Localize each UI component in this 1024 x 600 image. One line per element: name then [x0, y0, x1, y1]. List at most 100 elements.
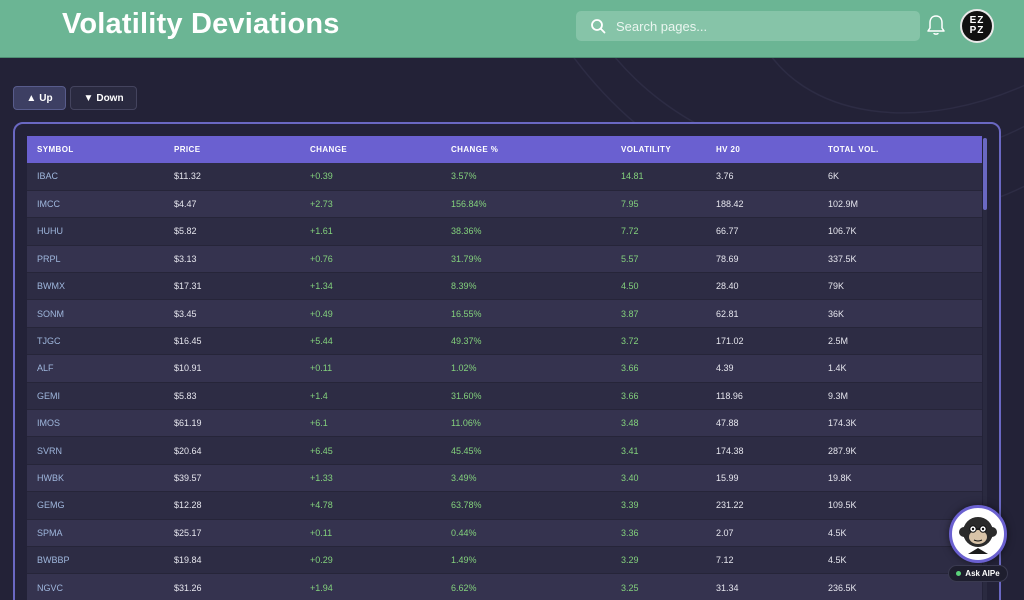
cell-symbol[interactable]: BWBBP: [27, 546, 164, 575]
column-header-total-vol[interactable]: TOTAL VOL.: [828, 145, 879, 154]
cell-symbol[interactable]: BWMX: [27, 272, 164, 301]
table-row[interactable]: HWBK $39.57 +1.33 3.49% 3.40 15.99 19.8K: [27, 464, 982, 493]
table-row[interactable]: BWMX $17.31 +1.34 8.39% 4.50 28.40 79K: [27, 272, 982, 301]
sort-down-label: Down: [96, 92, 124, 104]
cell-symbol[interactable]: HWBK: [27, 464, 164, 493]
cell-symbol[interactable]: ALF: [27, 354, 164, 383]
column-header-symbol[interactable]: SYMBOL: [37, 145, 74, 154]
table-row[interactable]: NGVC $31.26 +1.94 6.62% 3.25 31.34 236.5K: [27, 573, 982, 600]
ai-assistant-avatar[interactable]: [949, 505, 1007, 563]
cell-symbol[interactable]: PRPL: [27, 245, 164, 274]
table-row[interactable]: BWBBP $19.84 +0.29 1.49% 3.29 7.12 4.5K: [27, 546, 982, 575]
cell-change: +0.29: [300, 546, 441, 575]
volatility-table: SYMBOL PRICE CHANGE CHANGE % VOLATILITY …: [27, 136, 982, 600]
cell-total-vol: 287.9K: [818, 436, 982, 465]
cell-change-pct: 8.39%: [441, 272, 611, 301]
table-row[interactable]: SONM $3.45 +0.49 16.55% 3.87 62.81 36K: [27, 299, 982, 328]
table-row[interactable]: IBAC $11.32 +0.39 3.57% 14.81 3.76 6K: [27, 163, 982, 191]
cell-price: $12.28: [164, 491, 300, 520]
cell-change: +1.33: [300, 464, 441, 493]
sort-up-button[interactable]: ▲ Up: [13, 86, 66, 110]
cell-change-pct: 45.45%: [441, 436, 611, 465]
cell-change: +4.78: [300, 491, 441, 520]
cell-total-vol: 19.8K: [818, 464, 982, 493]
cell-change-pct: 63.78%: [441, 491, 611, 520]
table-row[interactable]: PRPL $3.13 +0.76 31.79% 5.57 78.69 337.5K: [27, 245, 982, 274]
cell-symbol[interactable]: IBAC: [27, 163, 164, 191]
avatar[interactable]: EZ PZ: [960, 9, 994, 43]
cell-volatility: 3.39: [611, 491, 706, 520]
cell-change: +0.49: [300, 299, 441, 328]
cell-change-pct: 0.44%: [441, 519, 611, 547]
cell-symbol[interactable]: IMCC: [27, 190, 164, 219]
cell-total-vol: 337.5K: [818, 245, 982, 274]
table-row[interactable]: GEMI $5.83 +1.4 31.60% 3.66 118.96 9.3M: [27, 382, 982, 411]
cell-volatility: 14.81: [611, 163, 706, 191]
cell-price: $3.45: [164, 299, 300, 328]
column-header-change-pct[interactable]: CHANGE %: [451, 145, 499, 154]
monkey-mascot-icon: [959, 517, 997, 554]
cell-change-pct: 1.49%: [441, 546, 611, 575]
cell-symbol[interactable]: GEMG: [27, 491, 164, 520]
cell-symbol[interactable]: HUHU: [27, 217, 164, 246]
cell-change-pct: 49.37%: [441, 327, 611, 356]
cell-total-vol: 106.7K: [818, 217, 982, 246]
cell-symbol[interactable]: SVRN: [27, 436, 164, 465]
bell-icon[interactable]: [926, 14, 946, 36]
cell-hv20: 231.22: [706, 491, 818, 520]
table-row[interactable]: ALF $10.91 +0.11 1.02% 3.66 4.39 1.4K: [27, 354, 982, 383]
cell-symbol[interactable]: NGVC: [27, 573, 164, 600]
search-input[interactable]: [616, 11, 906, 41]
sort-down-button[interactable]: ▼ Down: [70, 86, 137, 110]
cell-change: +6.45: [300, 436, 441, 465]
cell-change: +0.76: [300, 245, 441, 274]
cell-volatility: 3.87: [611, 299, 706, 328]
triangle-down-icon: ▼: [83, 92, 94, 104]
table-row[interactable]: TJGC $16.45 +5.44 49.37% 3.72 171.02 2.5M: [27, 327, 982, 356]
table-row[interactable]: GEMG $12.28 +4.78 63.78% 3.39 231.22 109.5K: [27, 491, 982, 520]
cell-hv20: 31.34: [706, 573, 818, 600]
cell-symbol[interactable]: GEMI: [27, 382, 164, 411]
cell-volatility: 3.25: [611, 573, 706, 600]
cell-total-vol: 9.3M: [818, 382, 982, 411]
table-row[interactable]: SVRN $20.64 +6.45 45.45% 3.41 174.38 287.9K: [27, 436, 982, 465]
page-title: Volatility Deviations: [62, 8, 340, 40]
table-row[interactable]: HUHU $5.82 +1.61 38.36% 7.72 66.77 106.7K: [27, 217, 982, 246]
cell-hv20: 15.99: [706, 464, 818, 493]
cell-total-vol: 6K: [818, 163, 982, 191]
cell-volatility: 7.95: [611, 190, 706, 219]
cell-volatility: 5.57: [611, 245, 706, 274]
cell-price: $61.19: [164, 409, 300, 438]
cell-change-pct: 3.57%: [441, 163, 611, 191]
cell-price: $31.26: [164, 573, 300, 600]
cell-price: $3.13: [164, 245, 300, 274]
cell-volatility: 3.36: [611, 519, 706, 547]
ask-assistant-button[interactable]: Ask AIPe: [948, 565, 1008, 582]
cell-volatility: 7.72: [611, 217, 706, 246]
cell-symbol[interactable]: TJGC: [27, 327, 164, 356]
triangle-up-icon: ▲: [26, 92, 37, 104]
cell-symbol[interactable]: SPMA: [27, 519, 164, 547]
cell-symbol[interactable]: SONM: [27, 299, 164, 328]
scrollbar-track[interactable]: [983, 138, 987, 600]
cell-price: $5.83: [164, 382, 300, 411]
cell-change: +1.61: [300, 217, 441, 246]
cell-change: +5.44: [300, 327, 441, 356]
ask-assistant-label: Ask AIPe: [965, 569, 1000, 578]
cell-change-pct: 38.36%: [441, 217, 611, 246]
cell-change-pct: 31.79%: [441, 245, 611, 274]
cell-symbol[interactable]: IMOS: [27, 409, 164, 438]
cell-hv20: 28.40: [706, 272, 818, 301]
cell-total-vol: 102.9M: [818, 190, 982, 219]
scrollbar-thumb[interactable]: [983, 138, 987, 210]
table-row[interactable]: SPMA $25.17 +0.11 0.44% 3.36 2.07 4.5K: [27, 519, 982, 547]
column-header-volatility[interactable]: VOLATILITY: [621, 145, 672, 154]
cell-total-vol: 36K: [818, 299, 982, 328]
column-header-price[interactable]: PRICE: [174, 145, 201, 154]
column-header-change[interactable]: CHANGE: [310, 145, 348, 154]
column-header-hv20[interactable]: HV 20: [716, 145, 741, 154]
cell-hv20: 4.39: [706, 354, 818, 383]
table-row[interactable]: IMOS $61.19 +6.1 11.06% 3.48 47.88 174.3K: [27, 409, 982, 438]
table-row[interactable]: IMCC $4.47 +2.73 156.84% 7.95 188.42 102.9M: [27, 190, 982, 219]
search-box[interactable]: [576, 11, 920, 41]
